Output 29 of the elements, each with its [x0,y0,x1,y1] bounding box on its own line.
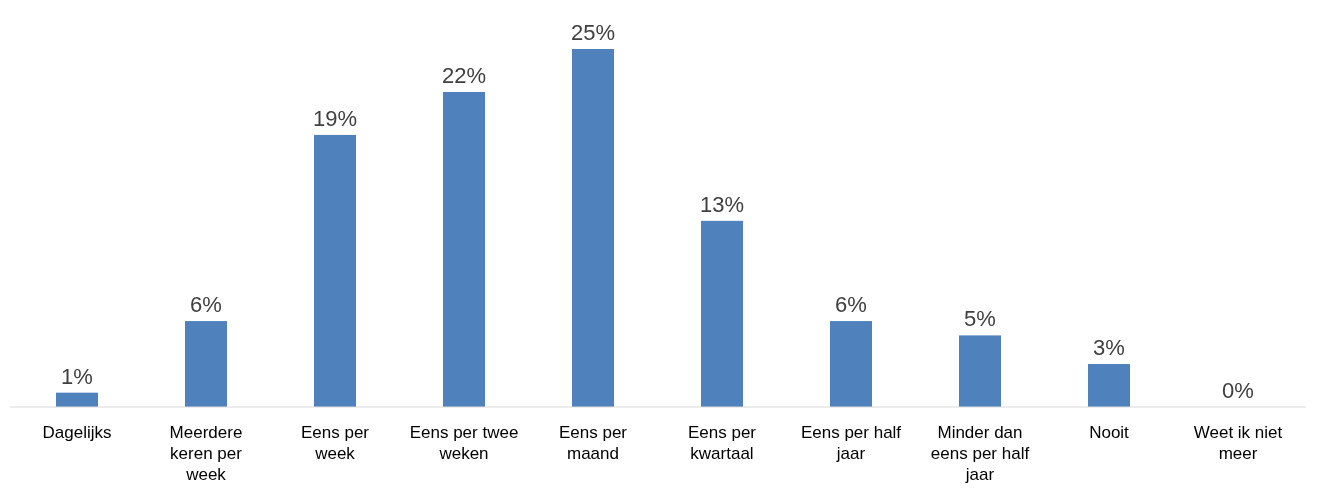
data-label: 13% [699,191,745,217]
x-tick-label: Eens per half jaar [800,423,902,463]
x-tick-label: Nooit [1089,423,1130,442]
bar [572,49,614,407]
data-label: 25% [570,20,616,45]
bar [314,134,356,407]
x-tick-label: Weet ik niet meer [1193,423,1283,463]
data-label: 5% [964,306,996,332]
x-tick-label: Minder dan eens per half jaar [930,423,1030,484]
x-tick-label: Eens per maand [558,423,628,463]
bar [185,321,227,407]
x-tick-label: Eens per week [300,423,370,463]
x-tick-label: Eens per kwartaal [687,423,757,463]
data-label: 6% [835,292,867,318]
bar [830,321,872,407]
bar [1088,364,1130,407]
bar [443,91,485,407]
x-tick-label: Meerdere keren per week [169,423,243,484]
data-label: 6% [190,292,222,318]
data-label: 3% [1093,335,1125,361]
x-tick-label: Eens per twee weken [409,423,519,463]
data-label: 22% [441,62,487,88]
data-label: 19% [312,105,358,131]
data-label: 1% [61,363,93,389]
data-label: 0% [1222,378,1254,403]
bar [56,392,98,407]
bar [959,335,1001,407]
bar [701,220,743,407]
x-tick-label: Dagelijks [42,423,112,442]
